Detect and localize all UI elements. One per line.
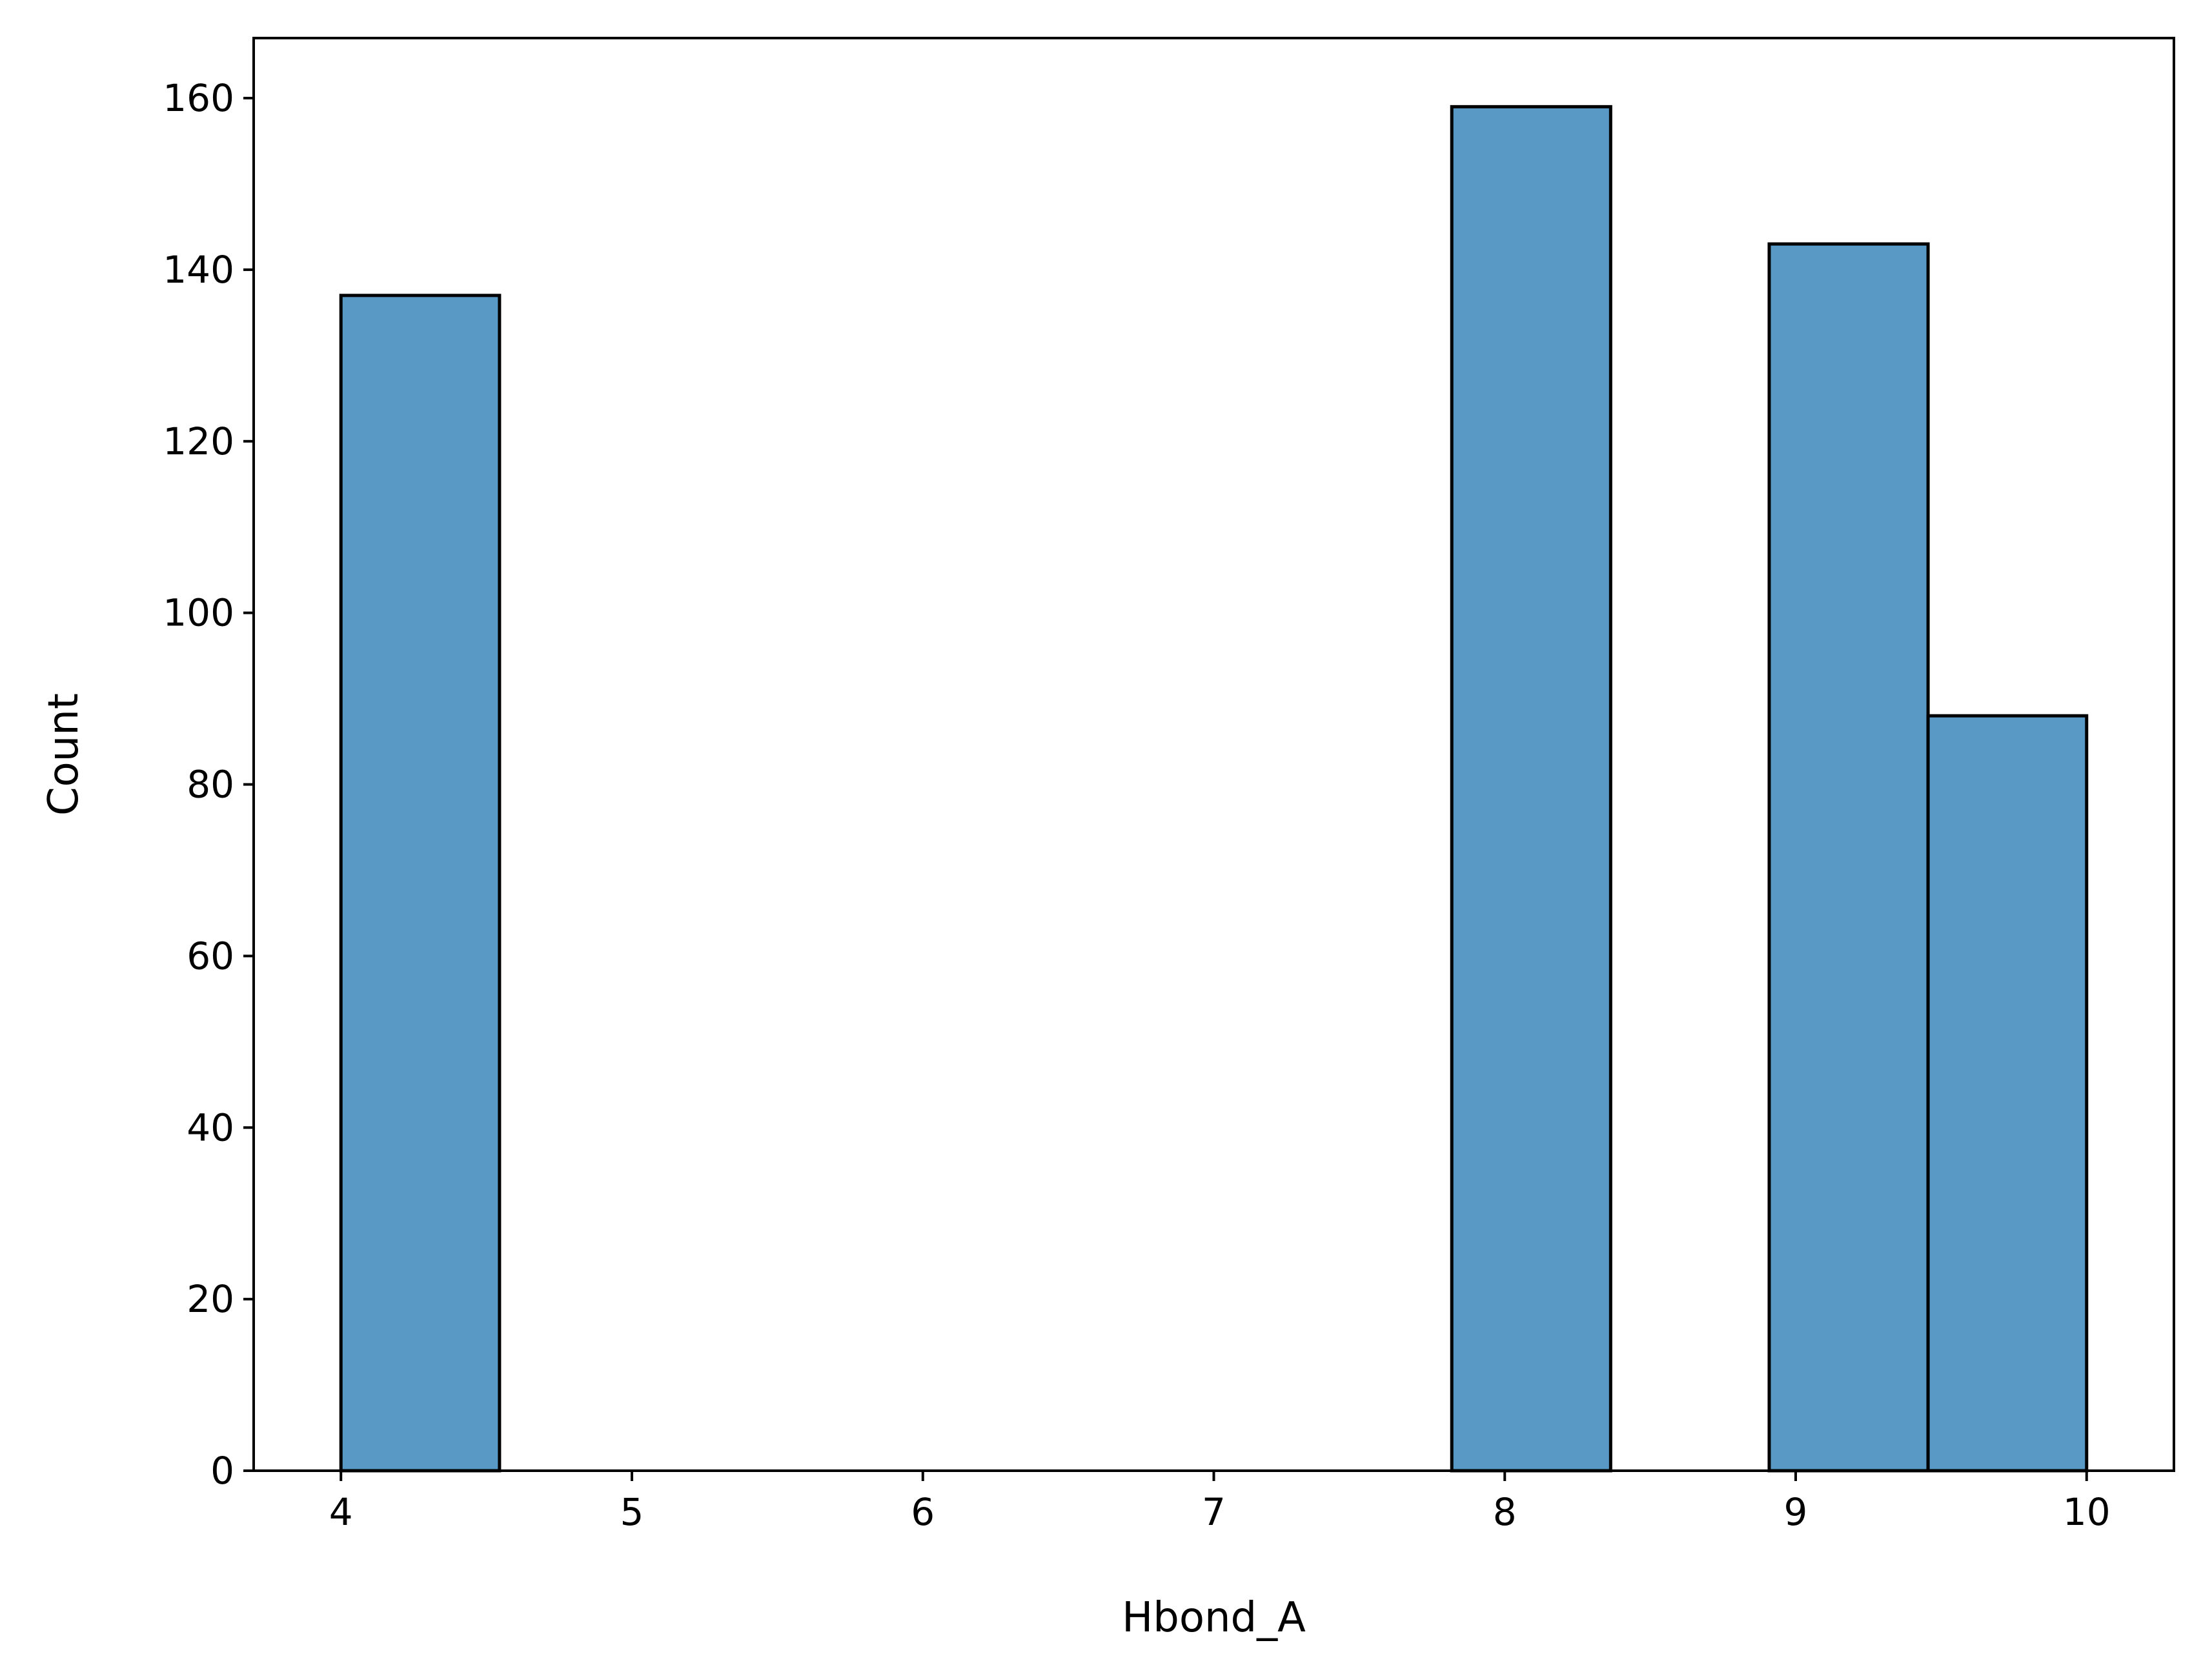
- y-axis-ticks: 0 20 40 60 80 100 120 140 160: [163, 76, 254, 1493]
- x-tick-label: 4: [329, 1490, 353, 1534]
- y-tick-label: 100: [163, 591, 234, 635]
- x-axis-ticks: 4 5 6 7 8 9 10: [329, 1471, 2111, 1534]
- y-tick-label: 80: [187, 763, 234, 807]
- x-tick-label: 6: [911, 1490, 935, 1534]
- y-tick-label: 140: [163, 248, 234, 292]
- y-axis-label: Count: [40, 693, 88, 816]
- histogram-bar-0: [339, 294, 502, 1473]
- y-tick-label: 0: [210, 1449, 234, 1493]
- bars-group: [339, 105, 2089, 1473]
- x-tick-label: 8: [1493, 1490, 1517, 1534]
- histogram-bar-9: [1767, 242, 1930, 1473]
- y-tick-label: 20: [187, 1277, 234, 1321]
- y-tick-label: 40: [187, 1105, 234, 1149]
- x-tick-label: 7: [1202, 1490, 1226, 1534]
- y-tick-label: 60: [187, 934, 234, 978]
- histogram-bar-7: [1450, 105, 1612, 1473]
- plot-frame: [252, 37, 2175, 1472]
- x-tick-label: 9: [1784, 1490, 1808, 1534]
- x-axis-label: Hbond_A: [1122, 1594, 1306, 1642]
- y-tick-label: 120: [163, 419, 234, 463]
- x-tick-label: 10: [2063, 1490, 2111, 1534]
- y-tick-label: 160: [163, 76, 234, 120]
- histogram-bar-10: [1926, 714, 2089, 1473]
- x-tick-label: 5: [620, 1490, 644, 1534]
